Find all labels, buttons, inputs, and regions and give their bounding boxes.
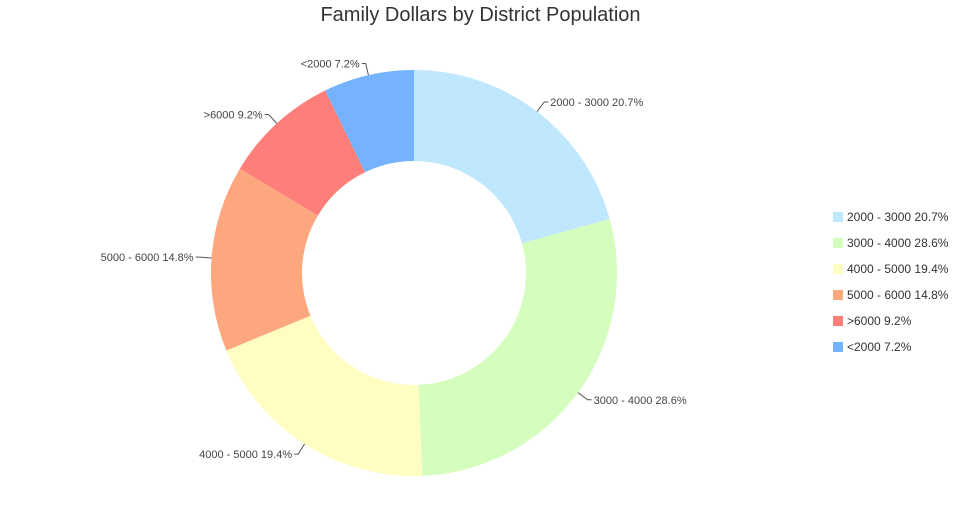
legend-swatch [833, 342, 843, 352]
legend-label: 5000 - 6000 14.8% [847, 288, 949, 302]
legend-swatch [833, 316, 843, 326]
legend-swatch [833, 264, 843, 274]
slice-4000-5000[interactable] [226, 315, 423, 476]
slice-label-2000: <2000 7.2% [301, 58, 360, 70]
legend-label: 3000 - 4000 28.6% [847, 236, 949, 250]
leader-line-4000-5000 [294, 443, 306, 455]
slice-6000[interactable] [239, 90, 365, 216]
slice-label-2000-3000: 2000 - 3000 20.7% [550, 97, 643, 109]
slice-3000-4000[interactable] [418, 219, 617, 476]
slice-2000[interactable] [325, 70, 414, 173]
legend-label: <2000 7.2% [847, 340, 912, 354]
legend-item-2000-3000[interactable]: 2000 - 3000 20.7% [833, 204, 948, 230]
legend-label: >6000 9.2% [847, 314, 912, 328]
legend-item-4000-5000[interactable]: 4000 - 5000 19.4% [833, 256, 948, 282]
leader-line-6000 [264, 114, 278, 124]
leader-line-2000-3000 [536, 101, 549, 112]
legend-label: 2000 - 3000 20.7% [847, 210, 949, 224]
slice-label-4000-5000: 4000 - 5000 19.4% [199, 449, 292, 461]
legend: 2000 - 3000 20.7% 3000 - 4000 28.6% 4000 -… [833, 204, 948, 360]
legend-item-5000-6000[interactable]: 5000 - 6000 14.8% [833, 282, 948, 308]
legend-swatch [833, 212, 843, 222]
slices-group [210, 70, 617, 476]
legend-item-2000[interactable]: <2000 7.2% [833, 334, 948, 360]
leader-line-2000 [361, 62, 369, 76]
chart-title: Family Dollars by District Population [320, 4, 641, 26]
legend-swatch [833, 238, 843, 248]
legend-label: 4000 - 5000 19.4% [847, 262, 949, 276]
legend-item-6000[interactable]: >6000 9.2% [833, 308, 948, 334]
slice-label-3000-4000: 3000 - 4000 28.6% [594, 395, 687, 407]
leader-line-5000-6000 [195, 256, 212, 259]
labels-group: 2000 - 3000 20.7% 3000 - 4000 28.6% 4000 -… [101, 58, 687, 461]
slice-label-6000: >6000 9.2% [204, 110, 263, 122]
slice-5000-6000[interactable] [210, 168, 318, 351]
slice-2000-3000[interactable] [414, 70, 610, 244]
slice-label-5000-6000: 5000 - 6000 14.8% [101, 252, 194, 264]
leader-line-3000-4000 [577, 392, 592, 401]
legend-item-3000-4000[interactable]: 3000 - 4000 28.6% [833, 230, 948, 256]
legend-swatch [833, 290, 843, 300]
